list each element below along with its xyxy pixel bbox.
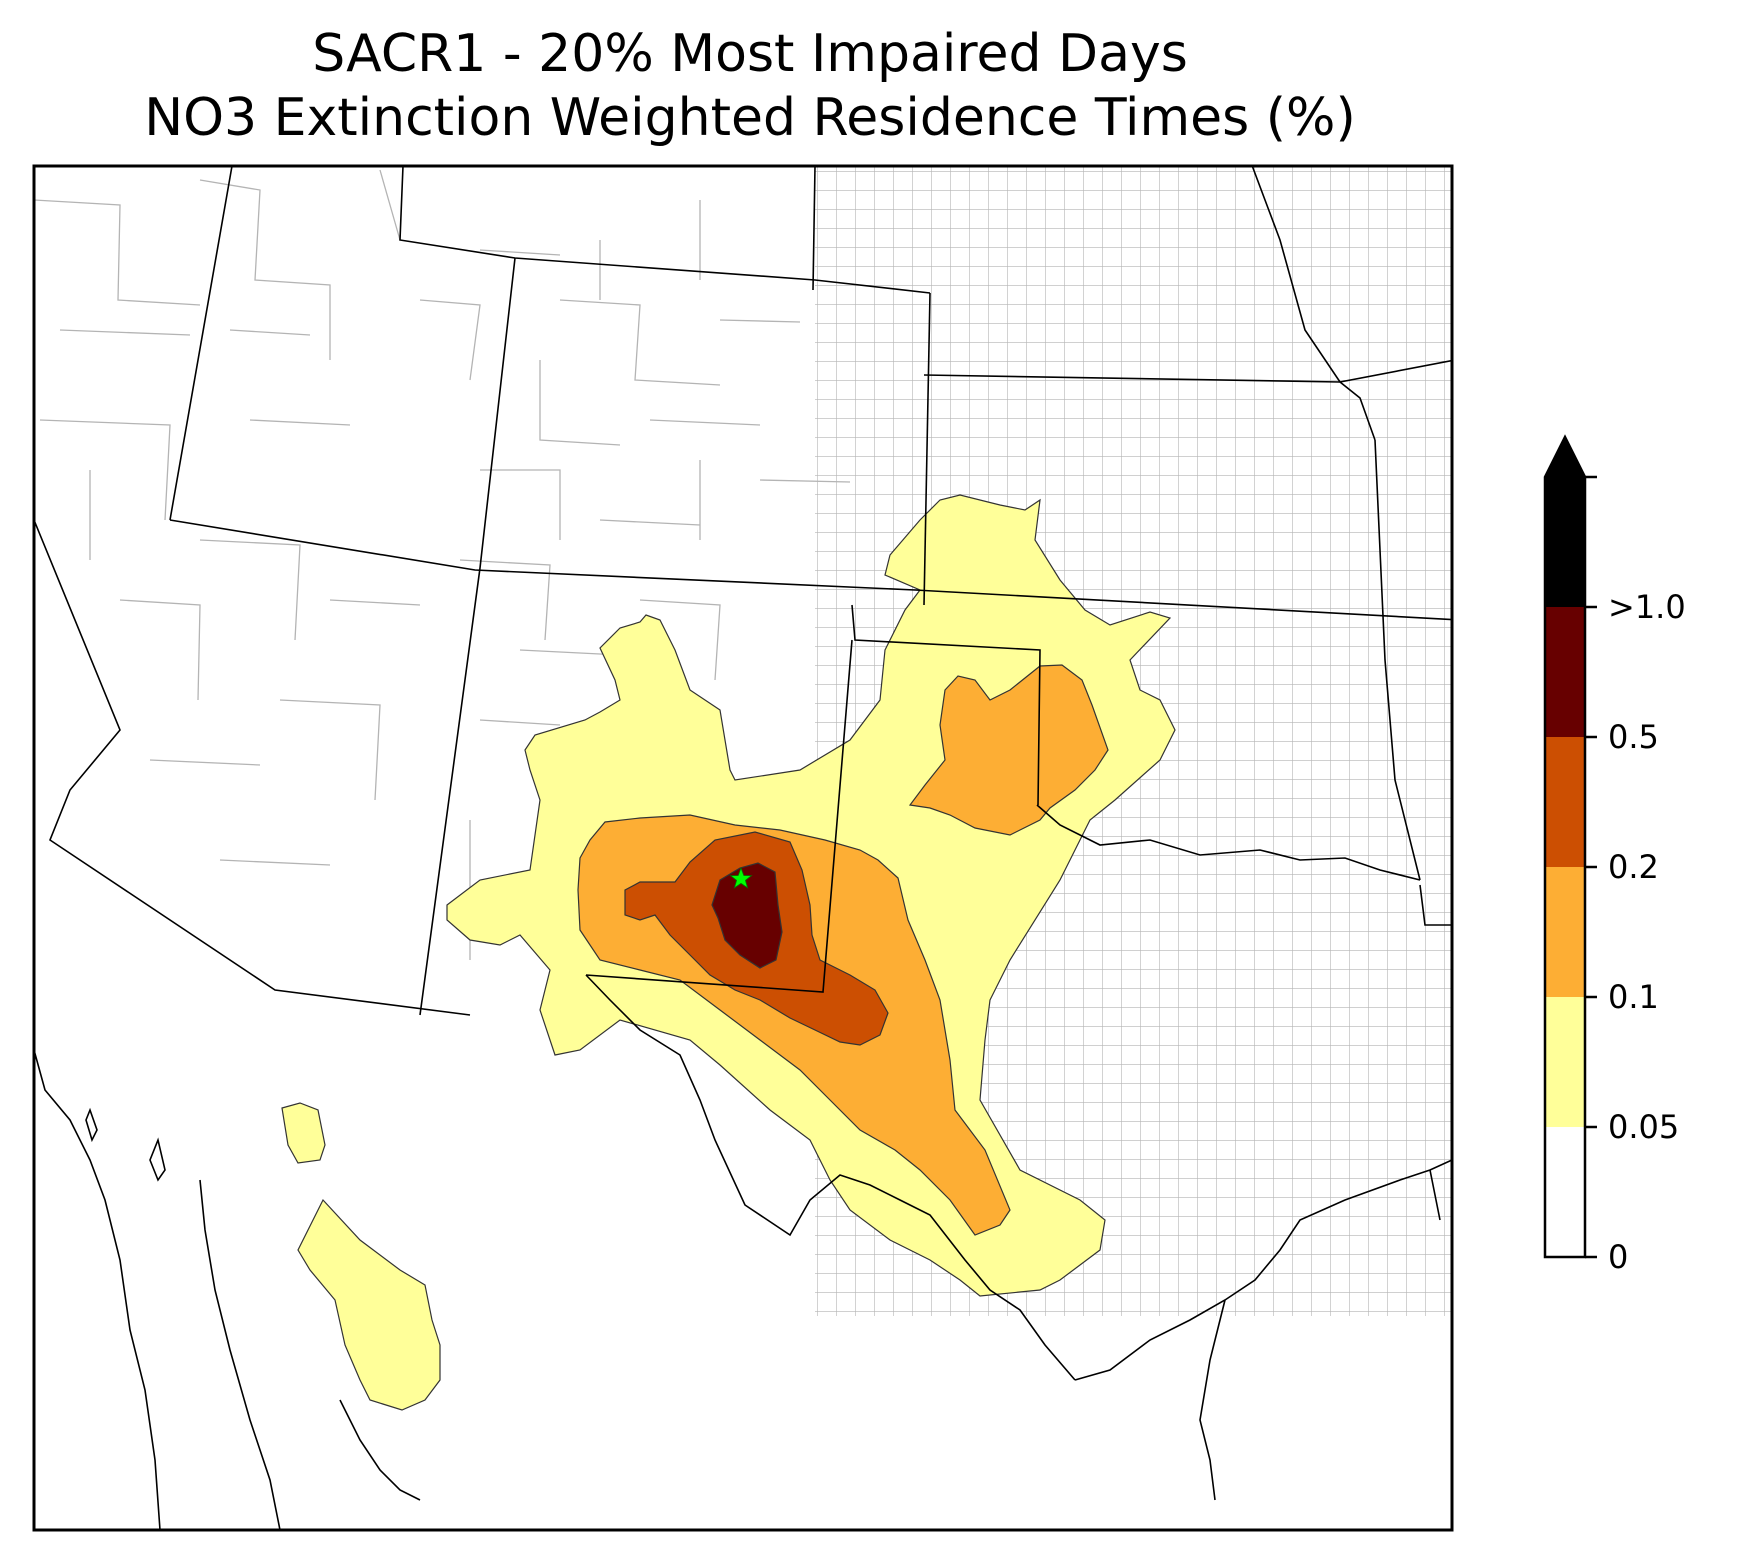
contour-0.1-east [908,664,1109,836]
contour-0.05-west-1 [281,1102,326,1164]
colorbar-tick-1: 0.05 [1608,1108,1679,1146]
title-line-1: SACR1 - 20% Most Impaired Days [312,24,1188,84]
colorbar-tick-5: >1.0 [1608,588,1686,626]
colorbar: 0 0.05 0.1 0.2 0.5 >1.0 [1543,434,1686,1276]
colorbar-tick-2: 0.1 [1608,978,1659,1016]
map-title: SACR1 - 20% Most Impaired Days NO3 Extin… [0,22,1500,150]
colorbar-segment-3 [1545,737,1585,867]
colorbar-segment-5 [1545,477,1585,607]
colorbar-segment-2 [1545,867,1585,997]
title-line-2: NO3 Extinction Weighted Residence Times … [144,88,1356,148]
colorbar-segment-4 [1545,607,1585,737]
contour-0.5 [711,862,783,969]
map-area [34,166,1452,1530]
county-lines [34,166,1452,1316]
colorbar-segment-0 [1545,1127,1585,1257]
colorbar-tick-3: 0.2 [1608,848,1659,886]
state-boundaries [34,166,1452,1530]
colorbar-tick-0: 0 [1608,1238,1628,1276]
site-star-icon [729,866,753,889]
colorbar-extend-arrow [1545,437,1585,477]
colorbar-outline [1543,434,1587,1259]
map-frame [32,164,1454,1532]
colorbar-tick-4: 0.5 [1608,718,1659,756]
contour-0.05-west-2 [297,1198,441,1411]
colorbar-segment-1 [1545,997,1585,1127]
